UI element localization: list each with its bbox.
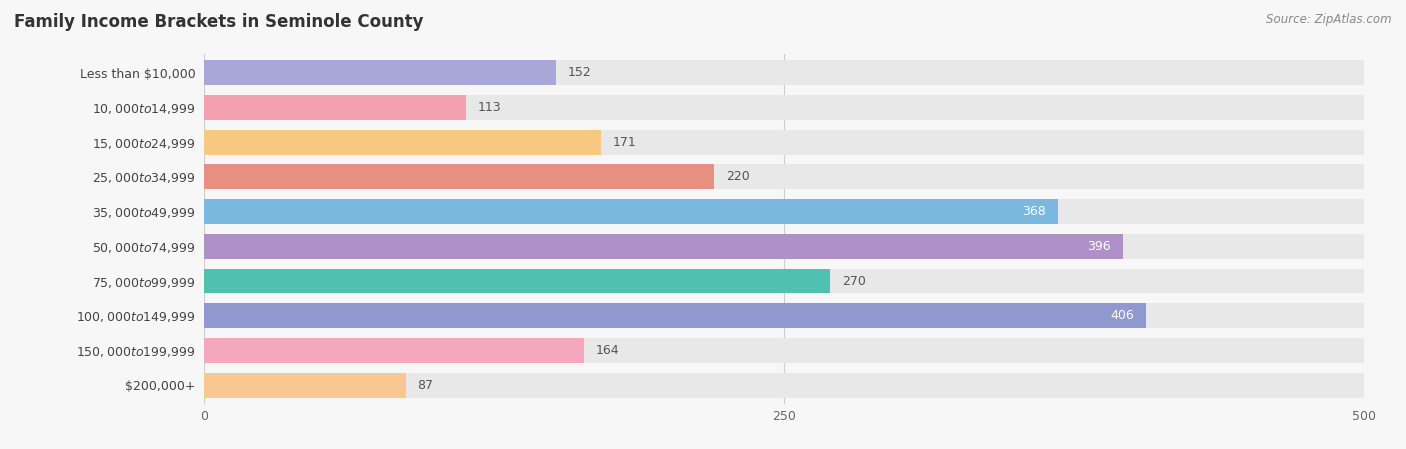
Bar — [204, 269, 1364, 294]
Bar — [204, 199, 1364, 224]
Text: 152: 152 — [568, 66, 592, 79]
Bar — [204, 61, 557, 85]
Bar — [204, 269, 830, 294]
Text: 113: 113 — [478, 101, 502, 114]
Bar — [204, 164, 714, 189]
Bar — [204, 338, 1364, 363]
Text: 171: 171 — [612, 136, 636, 149]
Bar — [204, 234, 1122, 259]
Bar — [204, 303, 1146, 328]
Text: 270: 270 — [842, 274, 866, 287]
Text: Family Income Brackets in Seminole County: Family Income Brackets in Seminole Count… — [14, 13, 423, 31]
Bar — [204, 95, 465, 120]
Text: 368: 368 — [1022, 205, 1046, 218]
Text: 220: 220 — [725, 171, 749, 184]
Bar — [204, 373, 406, 397]
Text: Source: ZipAtlas.com: Source: ZipAtlas.com — [1267, 13, 1392, 26]
Text: 87: 87 — [418, 379, 433, 392]
Text: 406: 406 — [1111, 309, 1135, 322]
Text: 396: 396 — [1087, 240, 1111, 253]
Bar — [204, 199, 1057, 224]
Bar — [204, 303, 1364, 328]
Bar — [204, 130, 600, 155]
Bar — [204, 234, 1364, 259]
Bar — [204, 95, 1364, 120]
Text: 164: 164 — [596, 344, 620, 357]
Bar — [204, 373, 1364, 397]
Bar — [204, 164, 1364, 189]
Bar — [204, 61, 1364, 85]
Bar — [204, 130, 1364, 155]
Bar — [204, 338, 585, 363]
